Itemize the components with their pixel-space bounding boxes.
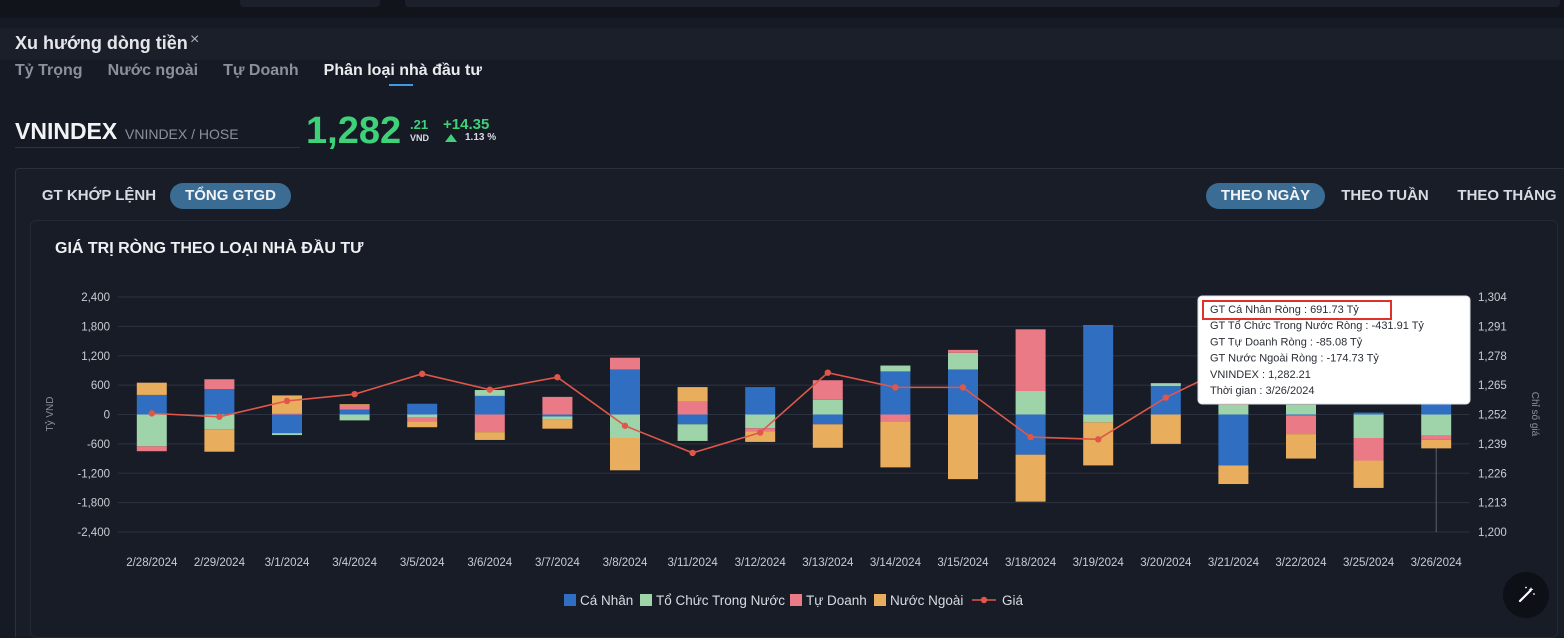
tab-phan-loai-nha-dau-tu[interactable]: Phân loại nhà đầu tư xyxy=(323,62,482,86)
subtabs: Tỷ Trọng Nước ngoài Tự Doanh Phân loại n… xyxy=(15,62,507,86)
price-value: 1,282 xyxy=(306,110,402,152)
panel-header xyxy=(0,28,1564,60)
magic-wand-button[interactable] xyxy=(1503,572,1549,618)
up-arrow-icon xyxy=(445,134,457,142)
top-toolbar xyxy=(0,0,1564,18)
tab-theo-thang[interactable]: THEO THÁNG xyxy=(1457,187,1557,204)
price-change-percent: 1.13 % xyxy=(465,132,497,143)
magic-wand-icon xyxy=(1518,586,1535,603)
chart-title: GIÁ TRỊ RÒNG THEO LOẠI NHÀ ĐẦU TƯ xyxy=(55,240,364,257)
chart-card xyxy=(30,220,1558,638)
tab-theo-ngay[interactable]: THEO NGÀY xyxy=(1206,183,1325,209)
price-change: +14.35 xyxy=(443,116,490,133)
tab-tu-doanh[interactable]: Tự Doanh xyxy=(223,62,299,79)
ticker-header: VNINDEX VNINDEX / HOSE xyxy=(15,115,300,148)
toolbar-search[interactable] xyxy=(405,0,1560,7)
tab-nuoc-ngoai[interactable]: Nước ngoài xyxy=(107,62,199,79)
price-unit: VND xyxy=(410,133,430,143)
panel-title: Xu hướng dòng tiền xyxy=(15,33,188,53)
ticker-symbol: VNINDEX xyxy=(15,118,118,144)
tab-theo-tuan[interactable]: THEO TUẦN xyxy=(1341,187,1429,204)
tab-gt-khop-lenh[interactable]: GT KHỚP LỆNH xyxy=(41,187,157,204)
tab-tong-gtgd[interactable]: TỔNG GTGD xyxy=(170,183,291,209)
ticker-exchange: VNINDEX / HOSE xyxy=(125,126,239,142)
tab-ty-trong[interactable]: Tỷ Trọng xyxy=(15,62,83,79)
toolbar-select[interactable] xyxy=(240,0,380,7)
close-icon[interactable]: × xyxy=(190,31,200,48)
price-decimal: .21 xyxy=(410,117,429,132)
